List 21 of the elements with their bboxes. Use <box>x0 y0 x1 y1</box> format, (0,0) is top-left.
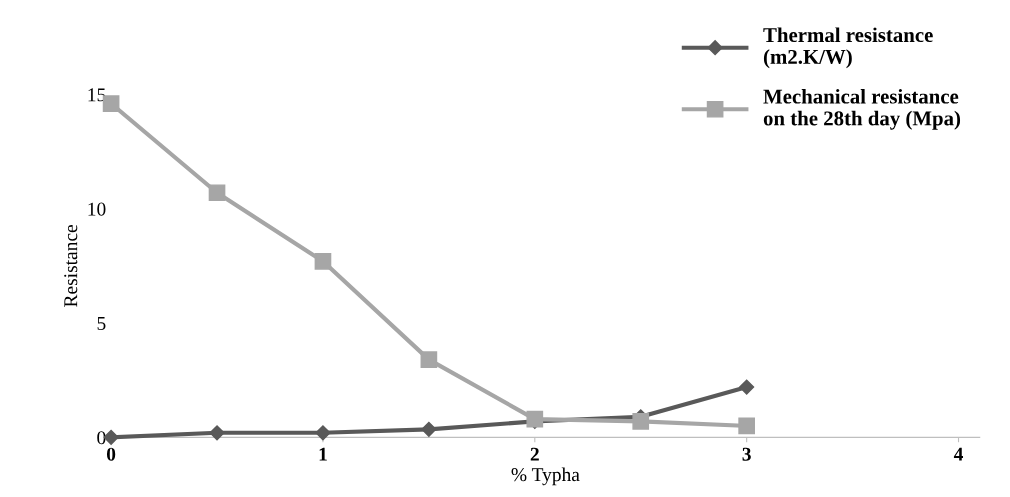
y-tick-label: 0 <box>97 431 106 445</box>
legend-label: Mechanical resistance on the 28th day (Mpa) <box>763 88 961 130</box>
x-tick-label: 2 <box>530 447 539 461</box>
point <box>420 351 438 368</box>
x-tick-label: 0 <box>106 447 116 461</box>
x-tick-label: 4 <box>953 447 964 461</box>
point <box>739 379 755 395</box>
x-axis-title: % Typha <box>511 467 580 486</box>
y-axis-title: Resistance <box>64 225 78 307</box>
point <box>208 184 226 202</box>
point <box>421 421 437 437</box>
y-tick-label: 10 <box>88 202 106 216</box>
x-tick-label: 1 <box>319 447 327 461</box>
point <box>315 425 331 441</box>
legend-label: Thermal resistance (m2.K/W) <box>763 27 933 69</box>
point <box>738 417 755 435</box>
point <box>314 252 332 270</box>
point <box>632 413 650 430</box>
y-tick-label: 5 <box>97 317 106 330</box>
point <box>209 425 225 441</box>
x-tick-label: 3 <box>742 447 751 461</box>
